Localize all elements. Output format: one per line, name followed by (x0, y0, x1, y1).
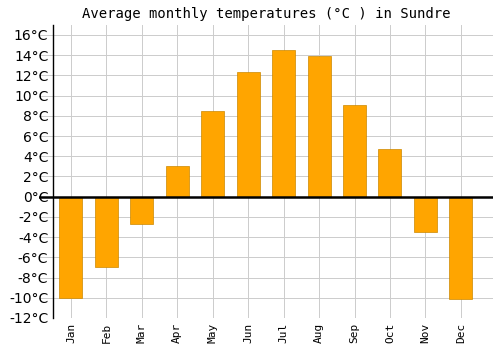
Title: Average monthly temperatures (°C ) in Sundre: Average monthly temperatures (°C ) in Su… (82, 7, 450, 21)
Bar (308, 56, 330, 197)
Bar (414, 197, 437, 232)
Bar (95, 197, 118, 267)
Bar (60, 197, 82, 298)
Bar (378, 149, 402, 197)
Bar (236, 72, 260, 197)
Bar (166, 166, 189, 197)
Bar (343, 105, 366, 197)
Bar (450, 197, 472, 299)
Bar (201, 111, 224, 197)
Bar (130, 197, 154, 224)
Bar (272, 50, 295, 197)
